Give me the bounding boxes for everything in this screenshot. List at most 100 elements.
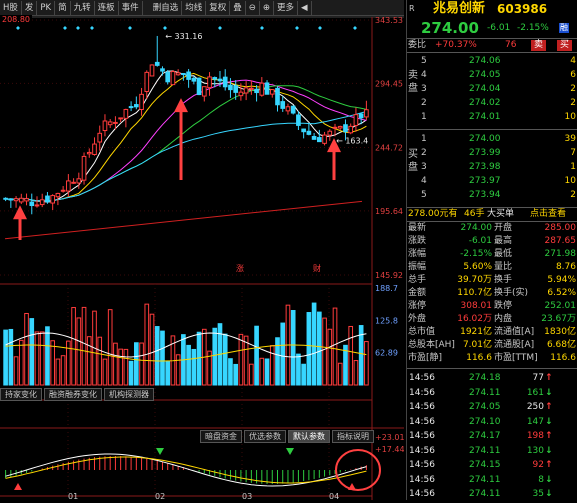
- deal-view-link[interactable]: 点击查看: [530, 209, 567, 219]
- volume-bar: [118, 348, 123, 386]
- candle-body: [290, 105, 296, 114]
- sell-row[interactable]: 4 274.05 6: [421, 69, 577, 81]
- tick-time: 14:56: [409, 416, 435, 427]
- volume-bar: [128, 360, 134, 386]
- candle-body: [311, 136, 317, 140]
- volume-bar: [139, 342, 144, 386]
- price-pct: -2.15%: [517, 23, 549, 33]
- quote-table: 最新 274.00 开盘 285.00 涨跌 -6.01 最高 287.65 涨幅 -2.15% 最…: [407, 221, 577, 365]
- candle-body: [66, 180, 71, 192]
- candle-body: [29, 201, 35, 207]
- candle-body: [327, 130, 333, 136]
- quote-value: 271.98: [544, 249, 577, 259]
- zoom-in-icon[interactable]: ⊕: [260, 0, 274, 15]
- sell-book: 卖盘 5 274.06 4 4 274.05 6 3 274.04 2 2 274.02 2 1…: [407, 52, 577, 129]
- volume-bar: [233, 363, 239, 386]
- buy-row[interactable]: 5 273.94 2: [421, 189, 577, 201]
- tick-price: 274.11: [469, 387, 501, 398]
- volume-bar: [107, 309, 113, 386]
- tab-institution-detector[interactable]: 机构探测器: [104, 388, 154, 401]
- candle-body: [113, 121, 118, 124]
- candle-body: [170, 71, 176, 86]
- toolbar-ma-button[interactable]: 均线: [182, 0, 207, 15]
- toolbar-more-button[interactable]: 更多: [274, 0, 299, 15]
- toolbar-overlay-button[interactable]: 叠: [230, 0, 246, 15]
- deal-amount: 278.00元有: [408, 209, 458, 219]
- sell-price: 274.01: [469, 112, 501, 122]
- buy-row[interactable]: 1 274.00 39: [421, 133, 577, 145]
- toolbar-jiuzhuan-button[interactable]: 九转: [71, 0, 95, 15]
- tab-default-params[interactable]: 默认参数: [288, 430, 330, 443]
- quote-value: 7.01亿: [462, 340, 492, 350]
- volume-bar: [144, 303, 150, 386]
- sell-button[interactable]: 卖: [531, 40, 547, 51]
- volume-bar: [24, 312, 29, 386]
- candle-body: [343, 124, 348, 133]
- candle-body: [207, 76, 212, 89]
- signal-diamond-icon: [260, 26, 264, 30]
- volume-bar: [243, 335, 249, 386]
- weibi-row: 委比 +70.37% 76 卖 买: [407, 38, 577, 52]
- candle-body: [306, 130, 312, 135]
- candle-body: [337, 125, 343, 129]
- sell-row[interactable]: 5 274.06 4: [421, 55, 577, 67]
- toolbar-hk-button[interactable]: H股: [0, 0, 22, 15]
- toolbar-event-button[interactable]: 事件: [119, 0, 143, 15]
- quote-label: 流通股[A]: [494, 340, 535, 350]
- buy-row[interactable]: 4 273.97 10: [421, 175, 577, 187]
- volume-bar: [238, 333, 244, 386]
- tick-row: 14:56 274.15 92 ↑: [407, 457, 577, 474]
- sell-row[interactable]: 3 274.04 2: [421, 83, 577, 95]
- signal-diamond-icon: [63, 26, 67, 30]
- tab-holding-change[interactable]: 持家变化: [0, 388, 42, 401]
- buy-row[interactable]: 3 273.98 1: [421, 161, 577, 173]
- candle-body: [71, 181, 76, 184]
- quote-label: 换手(实): [494, 288, 529, 298]
- tab-indicator-help[interactable]: 指标说明: [332, 430, 374, 443]
- tick-row: 14:56 274.11 35 ↓: [407, 486, 577, 503]
- collapse-arrow-icon[interactable]: ◀: [298, 0, 312, 15]
- toolbar-fa-button[interactable]: 发: [22, 0, 38, 15]
- toolbar-lianban-button[interactable]: 连板: [95, 0, 119, 15]
- candle-body: [55, 192, 61, 198]
- tab-dark-fund[interactable]: 暗盘资金: [200, 430, 242, 443]
- volume-bar: [123, 348, 129, 386]
- candle-body: [92, 143, 97, 155]
- tick-direction-icon: ↓: [545, 416, 553, 427]
- toolbar-jian-button[interactable]: 简: [55, 0, 71, 15]
- zoom-out-icon[interactable]: ⊖: [246, 0, 260, 15]
- candle-body: [201, 86, 207, 97]
- tick-price: 274.11: [469, 445, 501, 456]
- volume-axis-label: 62.89: [375, 349, 398, 358]
- volume-bar: [254, 325, 259, 386]
- kline-chart[interactable]: 343.53 294.45 244.72 195.64 145.92 188.7 125.8…: [0, 0, 404, 500]
- volume-bar: [332, 307, 338, 386]
- buy-row[interactable]: 2 273.99 7: [421, 147, 577, 159]
- sell-row[interactable]: 1 274.01 10: [421, 111, 577, 123]
- deal-big-order: 大买单: [487, 209, 515, 219]
- toolbar-remove-favorite-button[interactable]: 删自选: [150, 0, 183, 15]
- toolbar-pk-button[interactable]: PK: [37, 0, 56, 15]
- tick-direction-icon: ↓: [545, 489, 553, 499]
- volume-bar: [81, 306, 87, 386]
- tick-list: 14:56 274.18 77 ↑ 14:56 274.11 161 ↓ 14:56 274.05…: [407, 368, 577, 501]
- candle-body: [348, 125, 354, 134]
- tab-optimal-params[interactable]: 优选参数: [244, 430, 286, 443]
- toolbar-adjust-button[interactable]: 复权: [206, 0, 231, 15]
- tick-time: 14:56: [409, 373, 435, 383]
- indicator-axis-label: +17.44: [375, 445, 404, 454]
- buy-price: 273.94: [469, 190, 501, 200]
- current-price: 274.00: [421, 19, 479, 37]
- volume-bar: [18, 339, 24, 386]
- tab-margin-change[interactable]: 融资融券变化: [44, 388, 102, 401]
- x-axis-label: 02: [155, 492, 165, 500]
- sell-row[interactable]: 2 274.02 2: [421, 97, 577, 109]
- buy-button[interactable]: 买: [557, 40, 573, 51]
- annotation-arrow-head: [174, 98, 188, 113]
- annotation-circle: [335, 449, 381, 491]
- quote-value: 1921亿: [460, 327, 492, 337]
- buy-level: 1: [421, 134, 427, 144]
- quote-value: 252.01: [544, 301, 577, 311]
- candle-body: [181, 73, 186, 76]
- quote-row: 金额 110.7亿 换手(实) 6.52%: [407, 287, 577, 300]
